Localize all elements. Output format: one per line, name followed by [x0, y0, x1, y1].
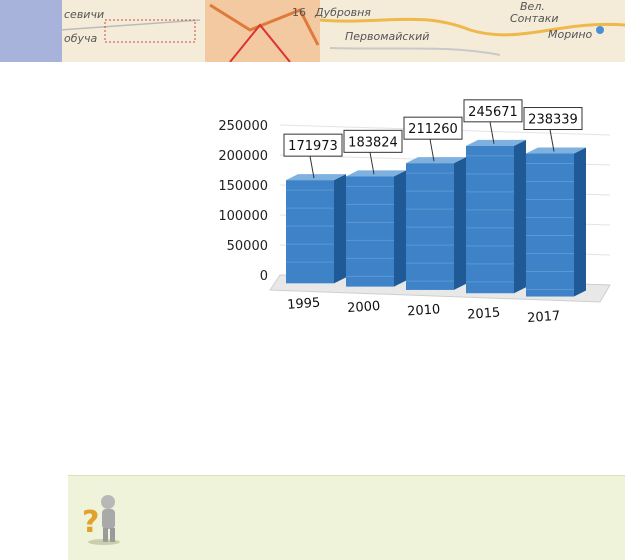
data-label-leader [549, 129, 555, 152]
y-tick-label: 50000 [227, 239, 268, 254]
map-label: обуча [64, 32, 98, 45]
bar [466, 145, 514, 294]
data-label-box [523, 107, 583, 131]
bar [346, 176, 394, 287]
x-tick-label: 2000 [347, 299, 381, 316]
svg-text:?: ? [82, 505, 99, 540]
bar-side [454, 157, 466, 290]
data-label: 211260 [408, 122, 458, 137]
y-tick-label: 100000 [218, 209, 268, 224]
bar [286, 180, 334, 284]
map-label: 16 [292, 6, 306, 19]
data-label-box [283, 133, 343, 157]
bar-top [346, 170, 406, 177]
chapter-tab [0, 0, 62, 62]
y-tick-label: 200000 [218, 149, 268, 164]
question-figure-icon: ? [82, 495, 120, 545]
bar-top [466, 139, 526, 146]
data-label-leader [429, 139, 435, 162]
data-label: 238339 [528, 113, 578, 128]
x-tick-label: 2010 [407, 302, 441, 319]
bar-top [286, 174, 346, 181]
map-banner: севичи обуча Дубровня Первомайский 16 Ве… [0, 0, 625, 62]
y-tick-label: 150000 [218, 179, 268, 194]
bar-side [514, 139, 526, 294]
hint-box [68, 475, 625, 560]
bar-side [334, 174, 346, 284]
data-label: 245671 [468, 105, 518, 120]
x-tick-label: 2017 [527, 309, 561, 326]
bar-side [394, 170, 406, 287]
data-label-box [463, 99, 523, 123]
map-label: Сонтаки [510, 12, 559, 25]
bar-top [406, 157, 466, 164]
data-label-leader [309, 156, 315, 179]
y-tick-label: 250000 [218, 119, 268, 134]
map-label: севичи [64, 8, 105, 21]
bar-chart: 0 50000 100000 150000 200000 250000 171973 1995… [180, 70, 625, 340]
bar-top [526, 147, 586, 154]
bar [526, 153, 574, 297]
map-label: Вел. [520, 0, 545, 13]
data-label-leader [489, 121, 495, 144]
map-background [0, 0, 625, 62]
data-label: 183824 [348, 135, 398, 150]
data-label: 171973 [288, 139, 338, 154]
x-tick-label: 1995 [287, 296, 321, 313]
map-label: Первомайский [345, 30, 430, 43]
bar [406, 163, 454, 290]
data-label-box [343, 129, 403, 153]
map-label: Дубровня [315, 6, 371, 19]
chart-svg: 0 50000 100000 150000 200000 250000 171973 1995… [218, 99, 611, 326]
data-label-leader [369, 152, 375, 175]
data-label-box [403, 116, 463, 140]
y-tick-label: 0 [260, 269, 268, 284]
x-tick-label: 2015 [467, 306, 501, 323]
bar-side [574, 147, 586, 297]
map-label: Морино [548, 28, 593, 41]
